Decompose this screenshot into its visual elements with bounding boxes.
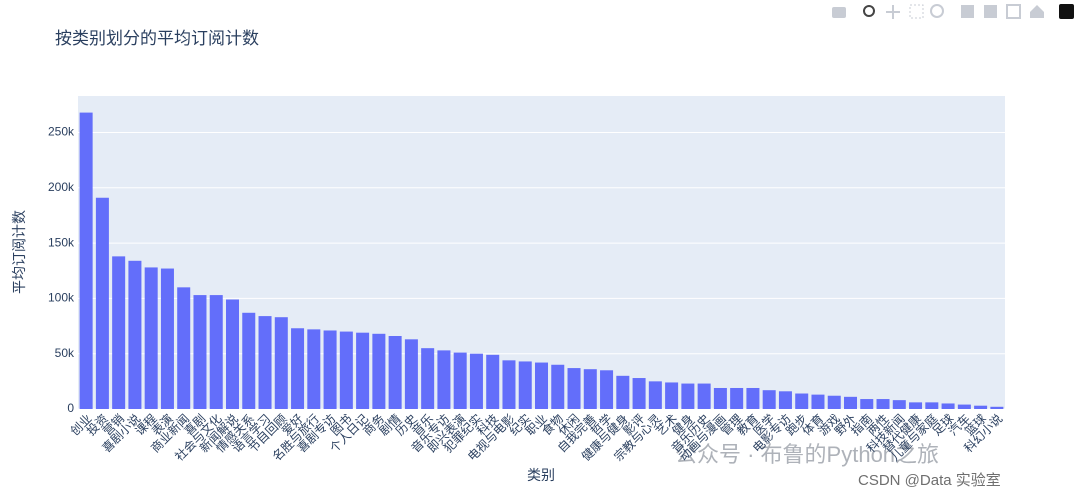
camera-icon[interactable] bbox=[832, 7, 846, 18]
bar bbox=[502, 360, 516, 409]
bar bbox=[583, 369, 597, 409]
watermark: 公众号 · 布鲁的Python之旅 bbox=[675, 442, 939, 467]
bar bbox=[209, 295, 223, 409]
y-tick-label: 0 bbox=[67, 401, 74, 415]
bar bbox=[534, 362, 549, 409]
zoom-out-icon[interactable] bbox=[984, 5, 997, 18]
y-tick-label: 50k bbox=[55, 346, 75, 360]
bar bbox=[600, 370, 614, 409]
bar bbox=[697, 383, 711, 409]
bar bbox=[404, 339, 418, 409]
chart-title: 按类别划分的平均订阅计数 bbox=[55, 29, 259, 48]
bar bbox=[990, 406, 1004, 409]
bar bbox=[925, 402, 939, 409]
bar bbox=[372, 333, 386, 409]
bar bbox=[79, 112, 93, 410]
bar bbox=[225, 299, 240, 409]
toolbar bbox=[832, 4, 1074, 19]
bar bbox=[421, 348, 435, 409]
bar bbox=[307, 329, 321, 409]
bar bbox=[291, 328, 305, 409]
bar bbox=[713, 387, 727, 409]
y-tick-label: 200k bbox=[48, 180, 75, 194]
lasso-icon[interactable] bbox=[930, 4, 944, 18]
plotly-logo[interactable] bbox=[1059, 4, 1074, 19]
y-tick-label: 150k bbox=[48, 235, 75, 249]
bar bbox=[469, 353, 483, 409]
bar bbox=[144, 267, 158, 409]
bar bbox=[95, 197, 109, 409]
bar bbox=[811, 394, 825, 409]
bar bbox=[193, 295, 207, 409]
bar bbox=[274, 317, 288, 409]
y-axis-title: 平均订阅计数 bbox=[11, 210, 27, 294]
bar bbox=[860, 399, 874, 409]
pan-icon[interactable] bbox=[886, 5, 900, 19]
watermark: CSDN @Data 实验室 bbox=[858, 472, 1001, 489]
bar bbox=[876, 399, 890, 409]
autoscale-icon[interactable] bbox=[1006, 4, 1021, 19]
bar bbox=[843, 396, 858, 409]
bar bbox=[648, 381, 662, 409]
bar bbox=[974, 405, 988, 409]
bar bbox=[892, 400, 906, 409]
bar bbox=[356, 332, 370, 409]
bar bbox=[909, 402, 923, 409]
bar bbox=[177, 287, 191, 409]
bar bbox=[665, 382, 679, 409]
bar bbox=[242, 312, 256, 409]
bar bbox=[112, 256, 126, 409]
bar bbox=[795, 393, 809, 409]
bar bbox=[762, 390, 776, 409]
bar bbox=[681, 383, 695, 409]
zoom-icon[interactable] bbox=[863, 5, 875, 17]
x-axis-title: 类别 bbox=[527, 467, 555, 483]
bar bbox=[437, 350, 451, 409]
bar bbox=[778, 391, 792, 409]
bar bbox=[632, 378, 646, 409]
bar bbox=[388, 336, 402, 409]
bar bbox=[957, 404, 971, 409]
bar bbox=[339, 331, 353, 409]
bar bbox=[518, 361, 532, 409]
bar bbox=[827, 395, 841, 409]
bar bbox=[941, 403, 955, 409]
bar bbox=[567, 368, 581, 409]
bar bbox=[746, 387, 760, 409]
y-tick-label: 100k bbox=[48, 291, 75, 305]
bar bbox=[128, 260, 142, 409]
bar bbox=[453, 352, 467, 409]
bar bbox=[323, 330, 337, 409]
y-tick-label: 250k bbox=[48, 125, 75, 139]
bar bbox=[258, 316, 272, 409]
bar bbox=[616, 375, 630, 409]
bar bbox=[486, 354, 500, 409]
zoom-in-icon[interactable] bbox=[961, 5, 974, 18]
home-icon[interactable] bbox=[1030, 5, 1044, 18]
select-icon[interactable] bbox=[909, 4, 924, 19]
bar bbox=[551, 364, 565, 409]
bar bbox=[160, 268, 174, 409]
bar bbox=[730, 387, 744, 409]
